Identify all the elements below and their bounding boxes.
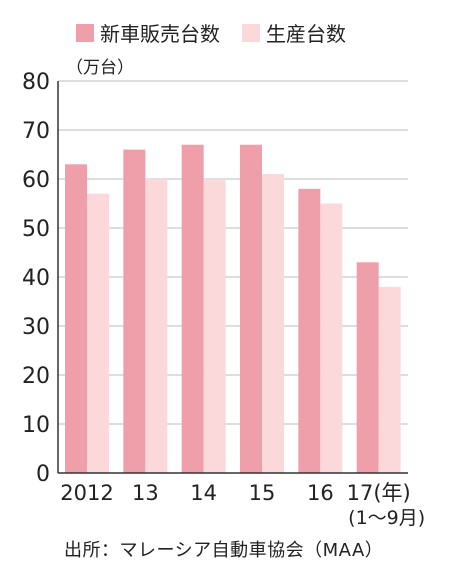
bar-sales [181, 144, 204, 473]
legend-label-sales: 新車販売台数 [100, 22, 220, 46]
legend-item-production: 生産台数 [242, 18, 346, 47]
y-tick-label: 0 [36, 462, 50, 487]
bar-production [87, 193, 109, 473]
bar-sales [123, 149, 146, 473]
y-tick-label: 70 [22, 119, 50, 144]
x-tick-label: 16 [307, 481, 334, 505]
bar-production [145, 179, 168, 473]
y-tick-label: 30 [22, 315, 50, 340]
y-tick-label: 20 [22, 364, 50, 389]
x-tick-label: 17(年) [347, 481, 411, 505]
bar-production [262, 174, 284, 473]
source-note: 出所：マレーシア自動車協会（MAA） [64, 540, 384, 561]
y-tick-label: 40 [22, 266, 50, 291]
y-axis-unit-label: （万台） [66, 58, 134, 78]
y-tick-label: 80 [22, 70, 50, 95]
x-tick-label: 15 [249, 481, 276, 505]
bar-sales [240, 144, 262, 473]
y-tick-label: 50 [22, 217, 50, 242]
legend-label-production: 生産台数 [266, 22, 346, 46]
legend-swatch-sales [76, 23, 94, 42]
bar-sales [298, 188, 321, 474]
x-tick-sublabel: (1～9月) [348, 507, 425, 529]
chart-legend: 新車販売台数 生産台数 [76, 18, 346, 47]
bar-production [320, 203, 343, 473]
bar-production [378, 286, 401, 473]
y-tick-label: 10 [22, 413, 50, 438]
x-tick-label: 13 [132, 481, 159, 505]
x-tick-label: 2012 [60, 481, 113, 505]
bar-sales [356, 262, 379, 473]
legend-item-sales: 新車販売台数 [76, 18, 220, 47]
bar-production [203, 179, 226, 473]
y-tick-label: 60 [22, 168, 50, 193]
bar-sales [65, 164, 87, 474]
legend-swatch-production [242, 23, 260, 42]
x-tick-label: 14 [190, 481, 217, 505]
